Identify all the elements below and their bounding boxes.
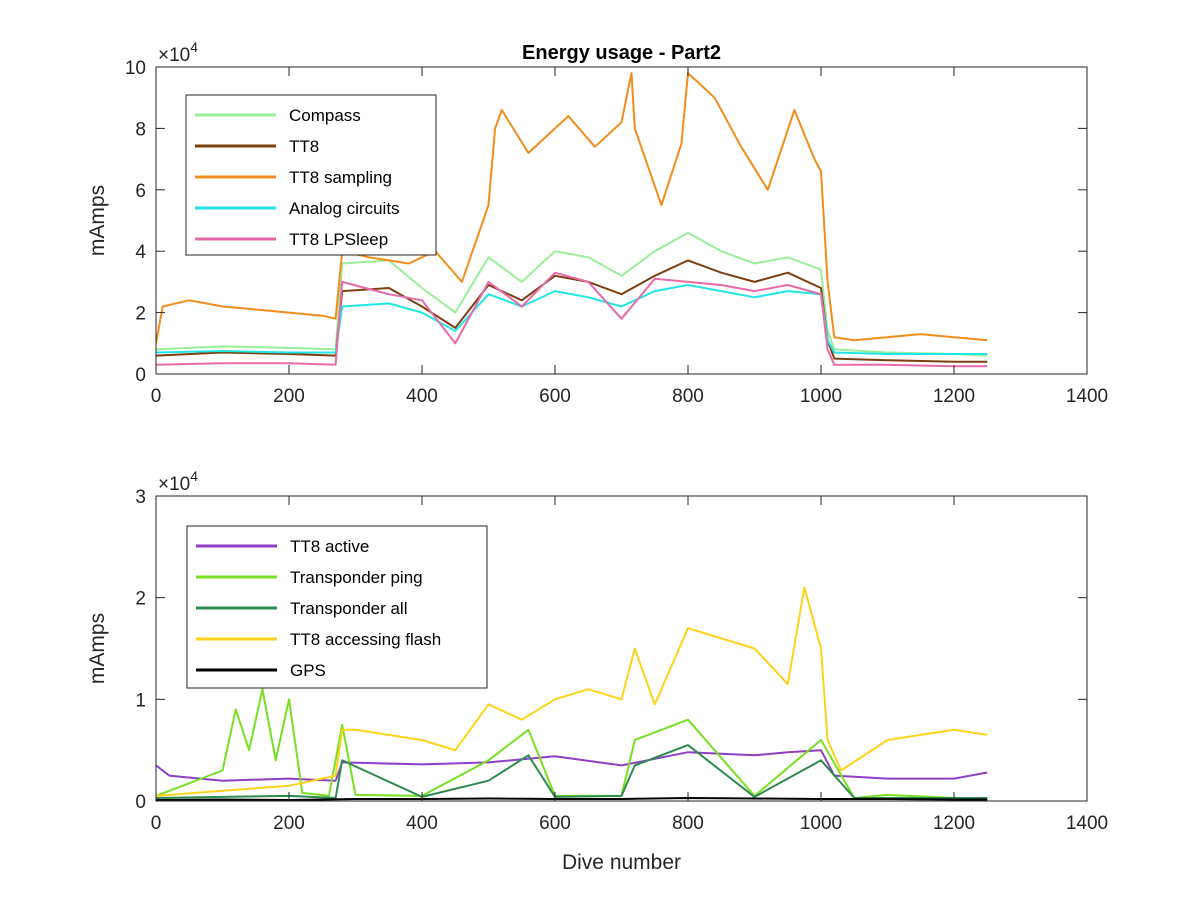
series-line-3: [156, 72, 988, 344]
x-tick-label: 1200: [933, 386, 975, 407]
legend-entry: TT8 accessing flash: [290, 630, 441, 649]
series-group: [156, 72, 988, 368]
x-tick-label: 1000: [800, 386, 842, 407]
y-tick-label: 3: [135, 487, 146, 508]
y-tick-label: 0: [135, 792, 146, 813]
series-line-5: [156, 271, 988, 368]
legend-entry: GPS: [290, 661, 326, 680]
legend-entry: Compass: [289, 106, 361, 125]
subplot-2: 0 200 400 600 800 1000 1200 14000123×104mAmpsDi…: [86, 468, 1108, 874]
x-tick-label: 1400: [1066, 813, 1108, 834]
y-tick-label: 6: [135, 181, 146, 202]
y-multiplier-exponent: 4: [190, 39, 198, 55]
x-tick-label: 800: [672, 813, 704, 834]
legend-entry: TT8: [289, 137, 319, 156]
y-tick-label: 4: [135, 242, 146, 263]
series-line-2: [156, 688, 988, 800]
x-tick-label: 400: [406, 813, 438, 834]
x-tick-label: 0: [151, 386, 162, 407]
legend: Compass TT8 TT8 sampling Analog circuits TT8…: [185, 94, 437, 256]
series-line-4: [156, 586, 988, 797]
y-axis-label: mAmps: [86, 185, 109, 256]
x-tick-label: 0: [151, 813, 162, 834]
x-tick-label: 200: [273, 386, 305, 407]
series-line-1: [156, 749, 988, 782]
legend-entry: TT8 sampling: [289, 168, 392, 187]
y-tick-label: 8: [135, 119, 146, 140]
x-axis-label: Dive number: [562, 851, 681, 874]
x-tick-label: 600: [539, 386, 571, 407]
y-tick-label: 0: [135, 365, 146, 386]
y-tick-label: 1: [135, 690, 146, 711]
axes-frame: [155, 66, 1088, 375]
legend: TT8 active Transponder ping Transponder al…: [186, 525, 488, 689]
x-tick-label: 800: [672, 386, 704, 407]
legend-entry: Analog circuits: [289, 199, 400, 218]
series-line-4: [156, 284, 988, 355]
axes-frame: [155, 495, 1088, 802]
x-tick-label: 1400: [1066, 386, 1108, 407]
chart-title: Energy usage - Part2: [522, 42, 721, 64]
y-tick-label: 2: [135, 589, 146, 610]
legend-entry: TT8 active: [290, 537, 369, 556]
legend-entry: TT8 LPSleep: [289, 230, 388, 249]
x-tick-label: 1000: [800, 813, 842, 834]
y-tick-label: 10: [125, 58, 146, 79]
legend-entry: Transponder ping: [290, 568, 423, 587]
x-tick-label: 600: [539, 813, 571, 834]
x-tick-label: 1200: [933, 813, 975, 834]
series-line-1: [156, 231, 988, 357]
y-axis-label: mAmps: [86, 613, 109, 684]
legend-box: [185, 94, 437, 256]
x-tick-label: 200: [273, 813, 305, 834]
series-group: [156, 586, 988, 801]
y-multiplier-exponent: 4: [190, 468, 198, 484]
y-tick-label: 2: [135, 304, 146, 325]
legend-entry: Transponder all: [290, 599, 408, 618]
x-tick-label: 400: [406, 386, 438, 407]
series-line-5: [156, 797, 988, 801]
